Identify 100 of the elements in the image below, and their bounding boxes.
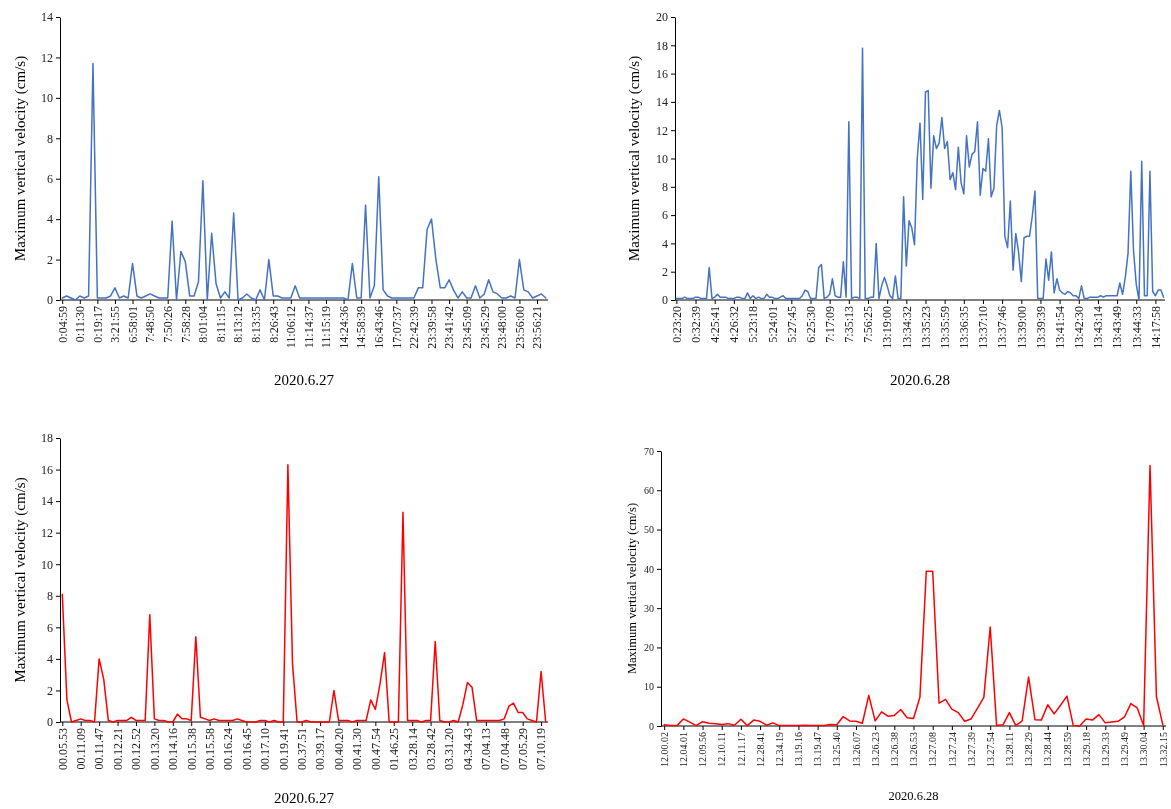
x-tick-label: 7:35:13	[842, 306, 857, 343]
x-tick-label: 00.16.45	[239, 728, 254, 770]
y-tick-label: 0	[47, 715, 53, 730]
x-tick-label: 7:56:25	[861, 306, 876, 343]
x-tick-label: 22:42:39	[407, 306, 422, 349]
x-tick-label: 23:39:58	[424, 306, 439, 349]
x-tick-label: 6:25:30	[803, 306, 818, 343]
x-tick-label: 8:13:12	[231, 306, 246, 343]
x-tick-label: 17:07:37	[389, 306, 404, 349]
x-tick-label: 03.31.20	[442, 728, 457, 770]
y-tick-label: 30	[644, 602, 654, 614]
y-tick-label: 2	[47, 683, 53, 698]
x-tick-label: 03.28.14	[405, 728, 420, 770]
x-tick-label: 13.27.08	[927, 732, 939, 767]
x-tick-label: 8:26:43	[266, 306, 281, 343]
x-tick-label: 0:04:59	[55, 306, 70, 343]
x-tick-label: 13:43:14	[1091, 306, 1106, 349]
x-tick-label: 13:35:59	[937, 306, 952, 349]
y-tick-label: 4	[47, 212, 53, 227]
x-tick-label: 13:39:00	[1014, 306, 1029, 349]
y-tick-label: 6	[47, 172, 53, 187]
x-tick-label: 00.40.20	[331, 728, 346, 770]
x-tick-label: 00.37.51	[295, 728, 310, 770]
y-tick-label: 12	[656, 123, 668, 138]
y-tick-label: 70	[644, 445, 654, 457]
x-tick-label: 16:43:46	[372, 306, 387, 349]
x-tick-label: 13.28.44	[1042, 732, 1054, 767]
x-tick-label: 23:48:00	[495, 306, 510, 349]
y-tick-label: 50	[644, 524, 654, 536]
x-tick-label: 13.19.47	[812, 732, 824, 767]
x-tick-label: 12.04.01	[678, 732, 690, 767]
y-tick-label: 4	[47, 652, 53, 667]
x-tick-label: 13.28.11	[1004, 732, 1016, 767]
y-tick-label: 8	[47, 589, 53, 604]
x-tick-label: 7:50:26	[161, 306, 176, 343]
x-tick-label: 13:19:00	[880, 306, 895, 349]
x-tick-label: 13.26.38	[889, 732, 901, 767]
x-tick-label: 5:24:01	[765, 306, 780, 343]
x-tick-label: 13.26.07	[850, 732, 862, 767]
y-axis-title: Maximum vertical velocity (cm/s)	[12, 55, 30, 262]
y-tick-label: 8	[47, 131, 53, 146]
y-tick-label: 8	[662, 180, 668, 195]
x-tick-label: 5:23:18	[746, 306, 761, 343]
x-tick-label: 14:24:36	[336, 306, 351, 349]
x-tick-label: 07.10.19	[534, 728, 549, 770]
x-tick-label: 07.05.29	[516, 728, 531, 770]
x-tick-label: 23:41:42	[442, 306, 457, 349]
x-tick-label: 13:41:54	[1052, 306, 1067, 349]
x-tick-label: 0:19:17	[90, 306, 105, 343]
x-tick-label: 4:25:41	[708, 306, 723, 343]
x-tick-label: 0:32:39	[688, 306, 703, 343]
x-tick-label: 0:11:30	[73, 306, 88, 343]
y-tick-label: 2	[662, 265, 668, 280]
x-tick-label: 00.12.21	[110, 728, 125, 770]
x-tick-label: 13.29.49	[1119, 732, 1131, 767]
x-tick-label: 12.34.19	[773, 732, 785, 767]
y-tick-label: 16	[656, 66, 668, 81]
x-tick-label: 00.19.41	[276, 728, 291, 770]
y-tick-label: 2	[47, 252, 53, 267]
x-tick-label: 8:13:35	[248, 306, 263, 343]
x-tick-label: 12.00.02	[658, 732, 670, 767]
x-axis-title: 2020.6.28	[888, 789, 939, 803]
x-tick-label: 01.46.25	[387, 728, 402, 770]
x-tick-label: 00.05.53	[55, 728, 70, 770]
y-axis-title: Maximum vertical velocity (cm/s)	[626, 55, 644, 262]
x-tick-label: 04.34.43	[460, 728, 475, 770]
x-tick-label: 12.11.17	[735, 732, 747, 767]
x-tick-label: 13.25.40	[831, 732, 843, 767]
y-tick-label: 0	[662, 293, 668, 308]
y-tick-label: 12	[41, 526, 53, 541]
x-tick-label: 14:17:58	[1148, 306, 1163, 349]
x-tick-label: 6:58:01	[125, 306, 140, 343]
x-tick-label: 23:56:21	[530, 306, 545, 349]
x-tick-label: 13:43:49	[1110, 306, 1125, 349]
y-tick-label: 0	[47, 293, 53, 308]
x-tick-label: 13:34:32	[899, 306, 914, 349]
y-tick-label: 14	[41, 494, 53, 509]
x-tick-label: 07.04.13	[479, 728, 494, 770]
x-axis-title: 2020.6.27	[274, 790, 335, 806]
x-tick-label: 00.13.20	[147, 728, 162, 770]
x-tick-label: 13.32.15	[1157, 732, 1169, 767]
y-tick-label: 18	[41, 431, 53, 446]
y-tick-label: 10	[41, 557, 53, 572]
y-tick-label: 14	[41, 10, 53, 25]
y-axis-title: Maximum vertical velocity (cm/s)	[12, 477, 30, 683]
x-tick-label: 13:42:30	[1072, 306, 1087, 349]
x-tick-label: 13.26.53	[908, 732, 920, 767]
x-tick-label: 4:26:32	[727, 306, 742, 343]
x-axis-title: 2020.6.27	[274, 372, 335, 388]
x-tick-label: 13.29.33	[1099, 732, 1111, 767]
x-tick-label: 13.28.59	[1061, 732, 1073, 767]
y-tick-label: 12	[41, 50, 53, 65]
x-tick-label: 13:44:33	[1129, 306, 1144, 349]
x-tick-label: 23:45:29	[477, 306, 492, 349]
x-tick-label: 5:27:45	[784, 306, 799, 343]
x-tick-label: 13.30.04	[1138, 732, 1150, 767]
y-tick-label: 6	[662, 208, 668, 223]
x-tick-label: 00.41.30	[350, 728, 365, 770]
x-tick-label: 13.27.39	[965, 732, 977, 767]
x-tick-label: 00.14.16	[166, 728, 181, 770]
